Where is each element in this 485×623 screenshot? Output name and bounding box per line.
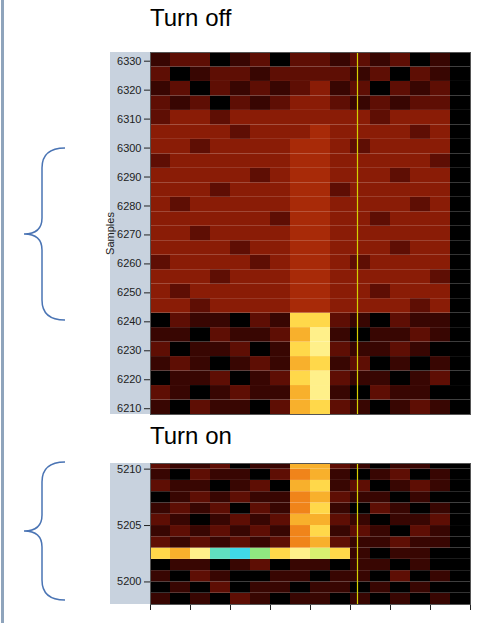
svg-text:6250: 6250: [117, 286, 141, 298]
svg-text:5200: 5200: [117, 575, 141, 587]
svg-text:6260: 6260: [117, 257, 141, 269]
svg-text:Samples: Samples: [104, 212, 116, 255]
svg-text:6240: 6240: [117, 315, 141, 327]
svg-text:6220: 6220: [117, 373, 141, 385]
svg-text:6270: 6270: [117, 228, 141, 240]
svg-text:5205: 5205: [117, 519, 141, 531]
svg-text:6290: 6290: [117, 171, 141, 183]
svg-text:6330: 6330: [117, 55, 141, 67]
html-text:Turn off: Turn off: [150, 4, 232, 31]
svg-text:6320: 6320: [117, 84, 141, 96]
svg-text:6280: 6280: [117, 200, 141, 212]
svg-text:6300: 6300: [117, 142, 141, 154]
svg-text:6230: 6230: [117, 344, 141, 356]
svg-text:6210: 6210: [117, 402, 141, 414]
html-text:Turn on: Turn on: [150, 422, 232, 449]
svg-text:5210: 5210: [117, 463, 141, 475]
svg-text:6310: 6310: [117, 113, 141, 125]
